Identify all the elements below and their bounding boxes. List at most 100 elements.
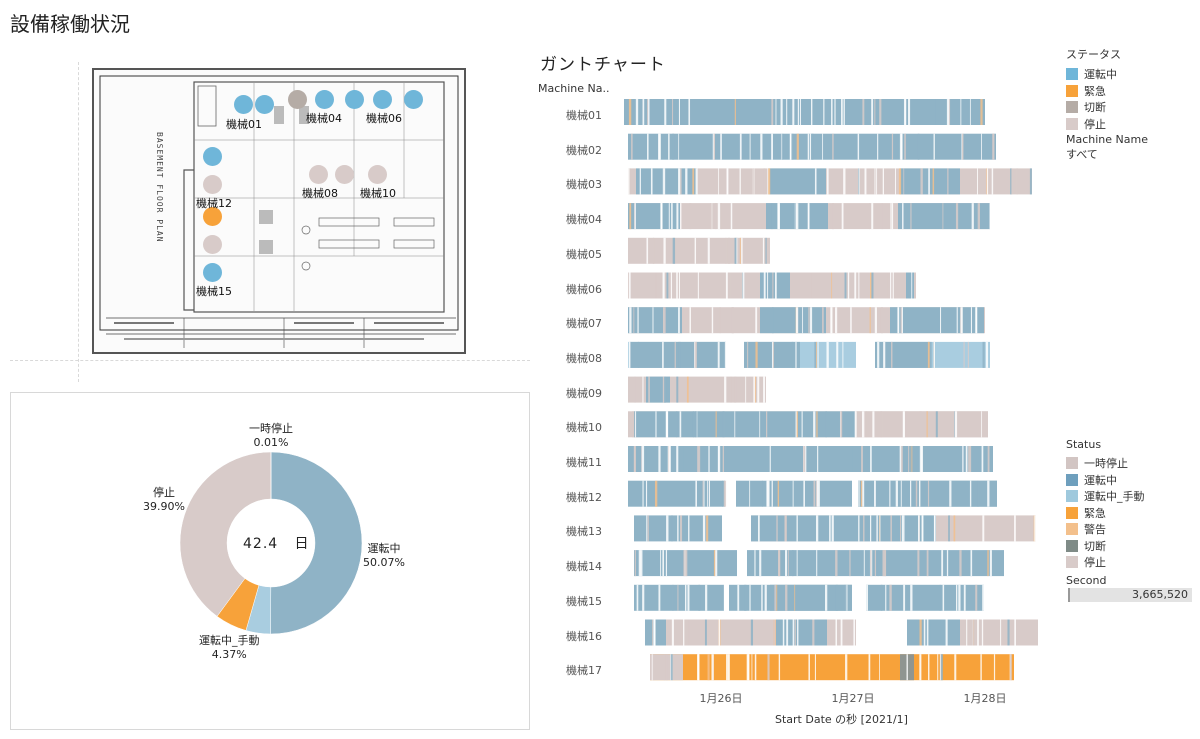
gantt-bar[interactable] [628, 480, 725, 507]
gantt-bar-stripe [720, 203, 722, 230]
machine-dot[interactable] [203, 263, 222, 282]
gantt-bar-segment[interactable] [907, 619, 960, 646]
gantt-bar-stripe [794, 203, 796, 230]
machine-dot[interactable] [309, 165, 328, 184]
gantt-bar-stripe [757, 376, 760, 403]
gantt-bar-segment[interactable] [751, 515, 936, 542]
second-slider[interactable]: 3,665,520 [1068, 588, 1192, 602]
gantt-bar-segment[interactable] [770, 584, 852, 611]
gantt-bar-stripe [787, 550, 789, 577]
machine-dot[interactable] [315, 90, 334, 109]
gantt-bar-stripe [685, 550, 688, 577]
gantt-bar-stripe [1009, 654, 1012, 681]
gantt-bar-stripe [910, 480, 912, 507]
machine-dot[interactable] [203, 207, 222, 226]
gantt-bar-stripe [695, 168, 698, 195]
gantt-bar-stripe [935, 99, 937, 125]
machine-dot[interactable] [203, 175, 222, 194]
legend-swatch [1066, 523, 1078, 536]
gantt-bar-stripe [795, 341, 797, 368]
second-filter-title: Second [1066, 574, 1107, 587]
gantt-bar-stripe [982, 341, 985, 368]
gantt-bar-stripe [707, 237, 710, 264]
gantt-bar[interactable] [628, 237, 770, 264]
donut-segment[interactable] [179, 451, 272, 617]
gantt-bar-stripe [755, 341, 758, 368]
legend-item[interactable]: 切断 [1066, 99, 1121, 116]
gantt-bar-segment[interactable] [856, 411, 988, 438]
legend-item[interactable]: 運転中 [1066, 472, 1145, 489]
legend-item[interactable]: 緊急 [1066, 83, 1121, 100]
gantt-bar[interactable] [736, 480, 852, 507]
gantt-bar-stripe [676, 203, 679, 230]
gantt-bar-stripe [796, 411, 798, 438]
gantt-bar-segment[interactable] [858, 480, 997, 507]
gantt-bar-stripe [636, 446, 638, 472]
gantt-bar-stripe [792, 619, 795, 646]
machine-dot[interactable] [255, 95, 274, 114]
gantt-bar[interactable] [650, 654, 1014, 681]
gantt-bar-stripe [901, 307, 903, 334]
gantt-bar-stripe [725, 237, 727, 264]
gantt-row-header[interactable]: Machine Na.. [538, 82, 610, 95]
machine-dot[interactable] [404, 90, 423, 109]
gantt-bar-segment[interactable] [634, 411, 855, 438]
machine-dot[interactable] [234, 95, 253, 114]
legend-item[interactable]: 切断 [1066, 538, 1145, 555]
legend-item[interactable]: 警告 [1066, 521, 1145, 538]
legend-item[interactable]: 一時停止 [1066, 455, 1145, 472]
gantt-bar[interactable] [634, 584, 724, 611]
gantt-bar-segment[interactable] [890, 307, 984, 334]
gantt-bar-segment[interactable] [776, 619, 827, 646]
gantt-bar-stripe [799, 99, 801, 125]
gantt-row-label: 機械15 [566, 594, 602, 608]
gantt-bar-segment[interactable] [630, 341, 726, 368]
legend-item[interactable]: 停止 [1066, 554, 1145, 571]
gantt-bar-segment[interactable] [636, 168, 697, 195]
gantt-bar-segment[interactable] [906, 272, 914, 299]
machine-dot[interactable] [373, 90, 392, 109]
gantt-bar-stripe [702, 515, 706, 542]
gantt-bar-stripe [706, 515, 709, 542]
floor-plan-drawing [99, 75, 459, 348]
gantt-bar-segment[interactable] [768, 168, 826, 195]
machine-dot[interactable] [203, 147, 222, 166]
gantt-bar-segment[interactable] [760, 307, 826, 334]
legend-swatch [1066, 457, 1078, 470]
gantt-bar-stripe [676, 411, 678, 438]
gantt-bar-stripe [928, 654, 930, 681]
gantt-row-label: 機械17 [566, 664, 602, 678]
gantt-bar-stripe [797, 99, 799, 125]
gantt-bar-stripe [917, 133, 920, 160]
legend-item[interactable]: 運転中_手動 [1066, 488, 1145, 505]
gantt-bar-stripe [968, 446, 972, 472]
gantt-bar-segment[interactable] [624, 99, 985, 125]
gantt-bar-stripe [934, 515, 936, 542]
gantt-bar[interactable] [866, 584, 984, 611]
gantt-bar-stripe [864, 168, 867, 195]
gantt-bar-stripe [933, 341, 935, 368]
legend-item[interactable]: 停止 [1066, 116, 1121, 133]
gantt-bar[interactable] [628, 446, 993, 472]
machine-dot[interactable] [203, 235, 222, 254]
gantt-bar-stripe [911, 272, 913, 299]
machine-dot[interactable] [288, 90, 307, 109]
gantt-bar-stripe [628, 272, 631, 299]
gantt-bar-segment[interactable] [900, 168, 960, 195]
gantt-bar-segment[interactable] [628, 307, 682, 334]
legend-item[interactable]: 緊急 [1066, 505, 1145, 522]
machine-dot[interactable] [368, 165, 387, 184]
gantt-title: ガントチャート [540, 55, 666, 75]
machine-dot[interactable] [335, 165, 354, 184]
gantt-bar-stripe [778, 654, 781, 681]
gantt-bar-stripe [932, 168, 935, 195]
gantt-bar-stripe [750, 619, 754, 646]
gantt-bar-stripe [822, 133, 824, 160]
gantt-bar-stripe [660, 550, 662, 577]
gantt-bar-stripe [647, 133, 649, 160]
gantt-bar-segment[interactable] [898, 203, 990, 230]
gantt-bar-stripe [941, 550, 944, 577]
machine-filter-value[interactable]: すべて [1066, 148, 1098, 161]
legend-item[interactable]: 運転中 [1066, 66, 1121, 83]
machine-dot[interactable] [345, 90, 364, 109]
